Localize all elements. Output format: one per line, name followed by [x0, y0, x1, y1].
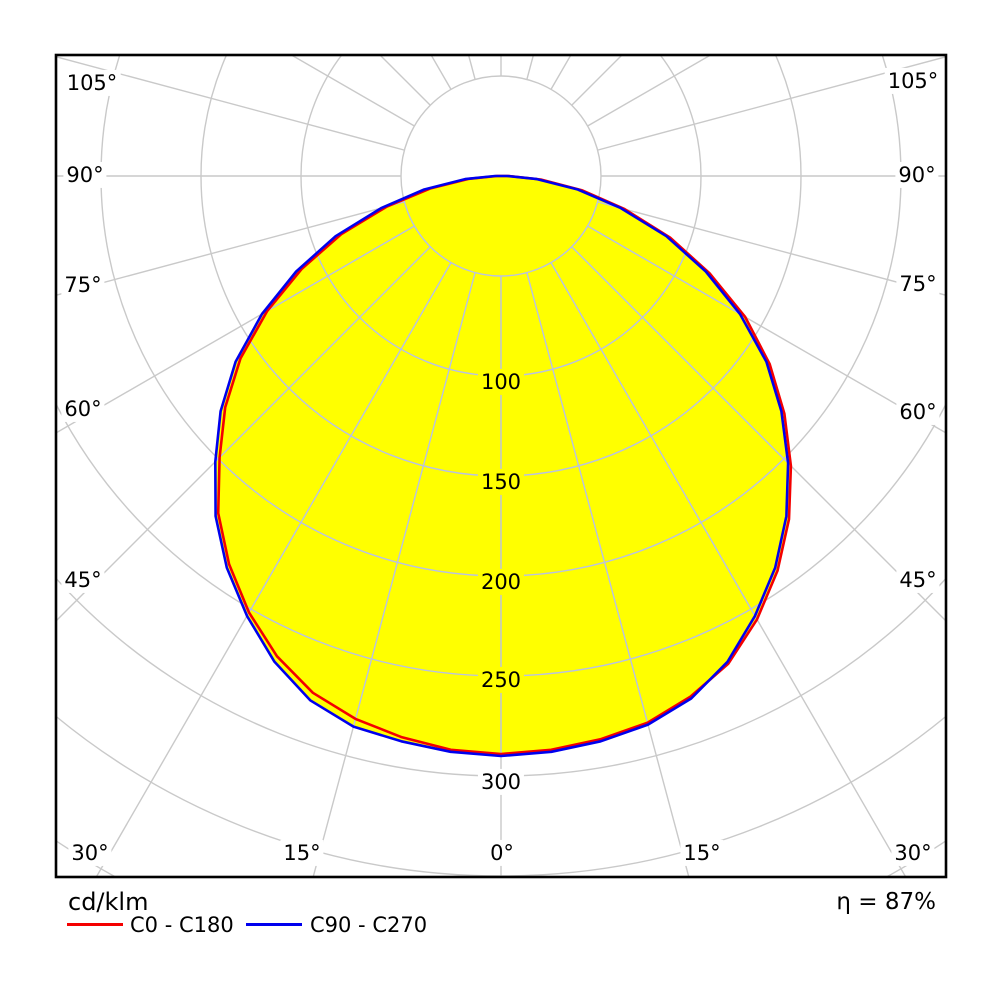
legend-swatch-c90-c270 — [246, 923, 302, 926]
angle-label-right: 105° — [884, 67, 942, 95]
angle-label-right: 60° — [896, 398, 940, 426]
angle-label-bottom: 30° — [68, 839, 112, 867]
angle-label-right: 90° — [895, 161, 939, 189]
ring-value-label: 150 — [477, 468, 525, 496]
ring-value-label: 250 — [477, 666, 525, 694]
ring-value-label: 200 — [477, 568, 525, 596]
angle-label-left: 90° — [63, 161, 107, 189]
ring-value-label: 100 — [477, 368, 525, 396]
angle-label-left: 45° — [61, 566, 105, 594]
angle-label-left: 75° — [61, 271, 105, 299]
angle-label-bottom: 0° — [487, 839, 517, 867]
angle-label-right: 45° — [896, 566, 940, 594]
legend-label-c90-c270: C90 - C270 — [310, 913, 428, 937]
angle-label-bottom: 30° — [891, 839, 935, 867]
angle-label-bottom: 15° — [680, 839, 724, 867]
angle-label-left: 60° — [61, 395, 105, 423]
ring-value-label: 300 — [477, 768, 525, 796]
angle-label-bottom: 15° — [280, 839, 324, 867]
angle-label-right: 75° — [896, 270, 940, 298]
angle-label-left: 105° — [63, 69, 121, 97]
efficiency-value: η = 87% — [836, 889, 936, 915]
legend-swatch-c0-c180 — [67, 923, 123, 926]
unit-label: cd/klm — [68, 888, 149, 916]
legend-label-c0-c180: C0 - C180 — [130, 913, 234, 937]
